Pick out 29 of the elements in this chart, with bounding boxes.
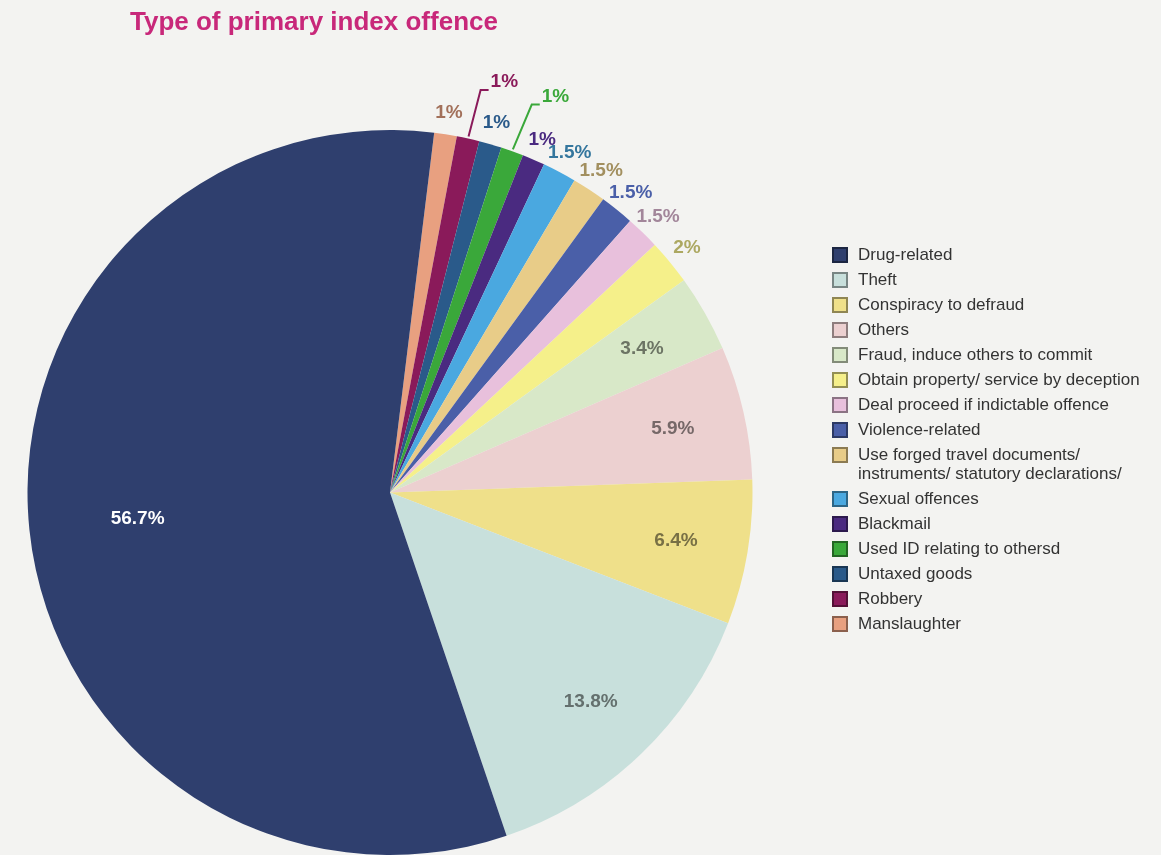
data-label: 1% <box>490 70 519 92</box>
data-label: 1% <box>541 84 570 106</box>
legend-label: Deal proceed if indictable offence <box>858 395 1111 414</box>
legend-label: Obtain property/ service by deception <box>858 370 1141 389</box>
legend-label: Others <box>858 320 911 339</box>
legend-label: Untaxed goods <box>858 564 974 583</box>
data-label: 1% <box>435 100 463 122</box>
legend-label: Robbery <box>858 589 924 608</box>
legend-label: Theft <box>858 270 898 289</box>
data-label: 1.5% <box>609 180 653 202</box>
legend-label: Conspiracy to defraud <box>858 295 1026 314</box>
data-label: 5.9% <box>651 416 695 438</box>
data-label: 6.4% <box>654 528 698 550</box>
legend-label: Used ID relating to othersd <box>858 539 1062 558</box>
data-label: 13.8% <box>563 690 618 712</box>
legend-label: Sexual offences <box>858 489 980 508</box>
data-label: 1.5% <box>636 205 680 227</box>
legend-label: Fraud, induce others to commit <box>858 345 1094 364</box>
data-label: 3.4% <box>620 337 664 359</box>
legend-label: Use forged travel documents/ instruments/ statutory declarations/ <box>858 445 1123 483</box>
data-label: 56.7% <box>110 506 165 528</box>
chart-title: Type of primary index offence <box>130 6 498 37</box>
data-label: 1.5% <box>579 159 623 181</box>
data-label: 2% <box>673 236 701 258</box>
legend-label: Violence-related <box>858 420 982 439</box>
data-label: 1% <box>482 111 511 133</box>
legend-label: Manslaughter <box>858 614 962 633</box>
legend-label: Blackmail <box>858 514 932 533</box>
legend-label: Drug-related <box>858 245 954 264</box>
